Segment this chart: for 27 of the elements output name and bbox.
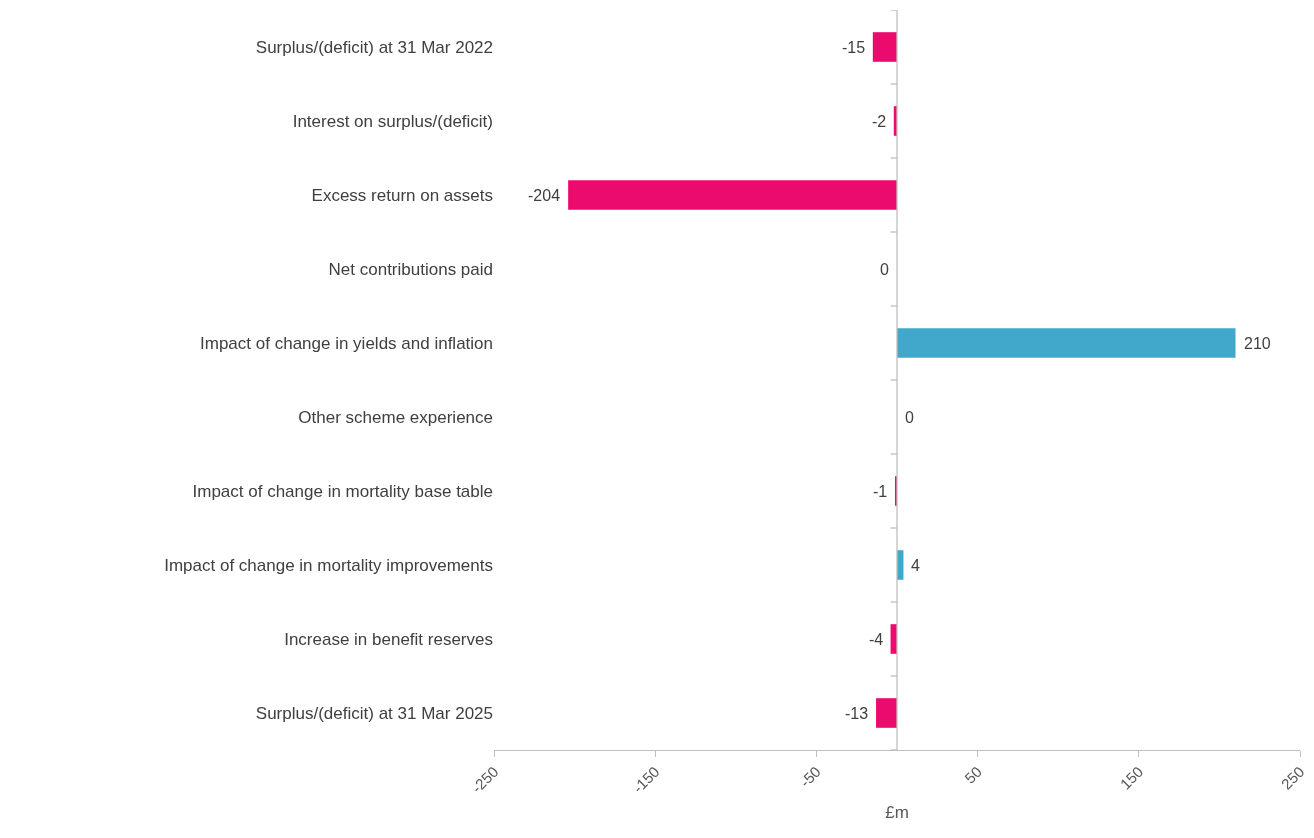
y-tick-label: Surplus/(deficit) at 31 Mar 2022 [255, 37, 493, 57]
y-tick-label: Impact of change in yields and inflation [200, 333, 493, 353]
y-tick-label: Interest on surplus/(deficit) [292, 111, 493, 131]
data-label: 0 [905, 409, 914, 426]
data-label: -1 [873, 483, 888, 500]
x-tick-label: 50 [961, 762, 986, 787]
y-tick-label: Other scheme experience [298, 407, 493, 427]
x-tick-label: 250 [1277, 762, 1308, 793]
x-axis-title: £m [885, 802, 909, 822]
x-tick-label: -50 [796, 762, 824, 791]
y-tick-label: Excess return on assets [311, 185, 493, 205]
data-label: -15 [842, 39, 866, 56]
y-tick-label: Impact of change in mortality base table [192, 481, 493, 501]
x-tick-label: 150 [1116, 762, 1147, 793]
data-label: -4 [869, 631, 884, 648]
y-tick-label: Net contributions paid [328, 259, 493, 279]
data-label: 0 [880, 261, 889, 278]
y-tick-label: Increase in benefit reserves [284, 629, 493, 649]
data-label: 210 [1244, 335, 1271, 352]
x-tick-label: -250 [468, 762, 502, 797]
y-tick-label: Impact of change in mortality improvements [164, 555, 493, 575]
data-label: -204 [528, 187, 561, 204]
data-label: 4 [911, 557, 920, 574]
data-label: -2 [872, 113, 887, 130]
data-label: -13 [845, 705, 869, 722]
y-tick-label: Surplus/(deficit) at 31 Mar 2025 [255, 703, 493, 723]
x-tick-label: -150 [629, 762, 663, 797]
